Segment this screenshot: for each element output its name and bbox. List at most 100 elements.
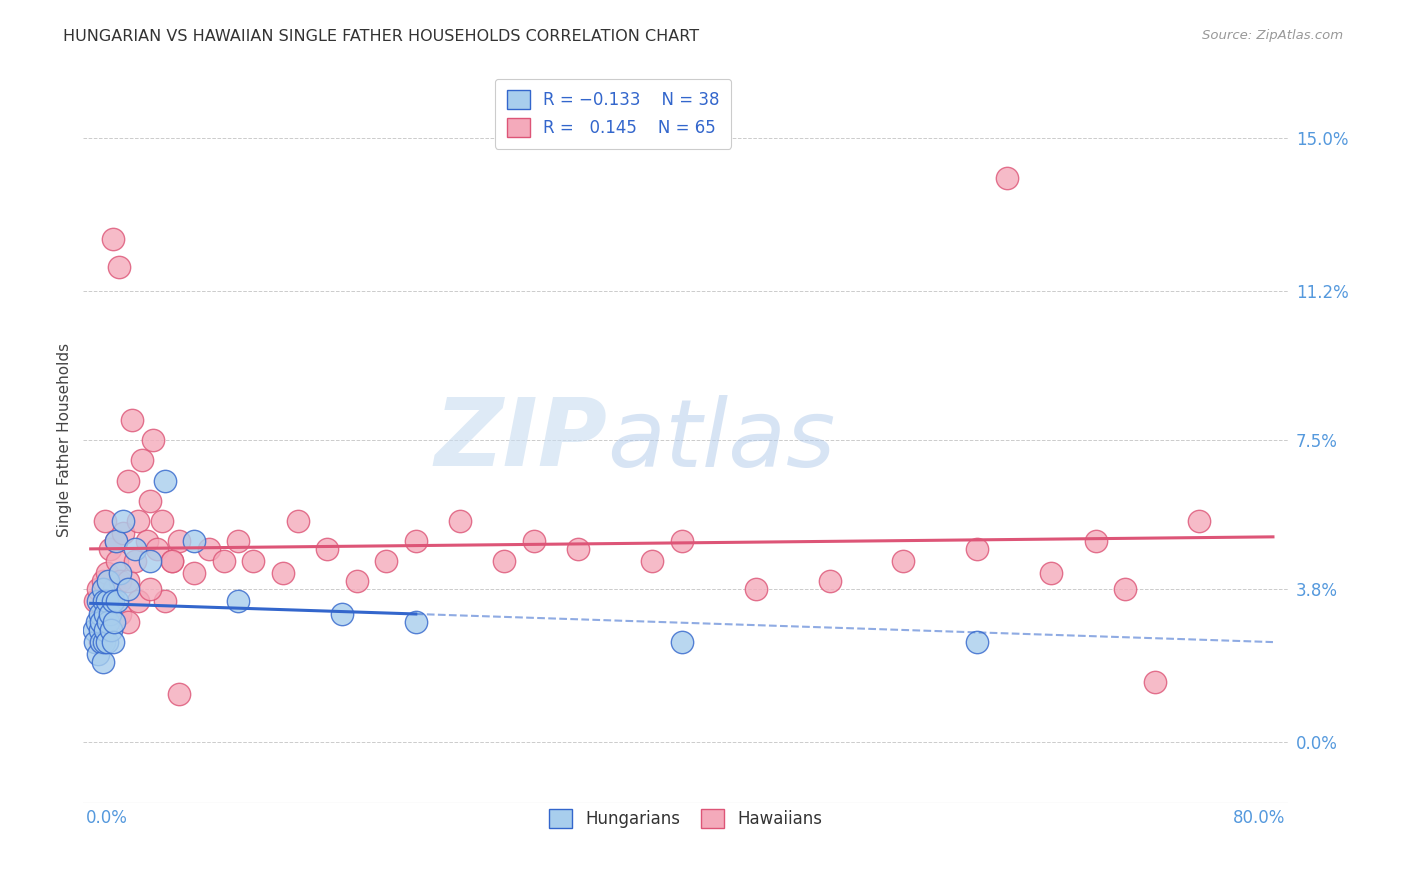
Point	[449, 514, 471, 528]
Point	[146, 542, 169, 557]
Point	[671, 634, 693, 648]
Point	[228, 533, 250, 548]
Point	[90, 634, 112, 648]
Point	[97, 615, 120, 629]
Point	[271, 566, 294, 581]
Point	[98, 607, 121, 621]
Text: HUNGARIAN VS HAWAIIAN SINGLE FATHER HOUSEHOLDS CORRELATION CHART: HUNGARIAN VS HAWAIIAN SINGLE FATHER HOUS…	[63, 29, 699, 44]
Point	[97, 574, 120, 589]
Point	[105, 554, 128, 568]
Point	[124, 542, 146, 557]
Point	[150, 514, 173, 528]
Point	[242, 554, 264, 568]
Point	[316, 542, 339, 557]
Point	[110, 574, 132, 589]
Point	[84, 594, 107, 608]
Point	[117, 474, 139, 488]
Point	[346, 574, 368, 589]
Point	[117, 582, 139, 597]
Point	[87, 582, 110, 597]
Point	[93, 607, 115, 621]
Point	[139, 493, 162, 508]
Point	[330, 607, 353, 621]
Point	[131, 453, 153, 467]
Point	[117, 574, 139, 589]
Point	[89, 607, 111, 621]
Point	[86, 615, 108, 629]
Point	[104, 533, 127, 548]
Point	[142, 433, 165, 447]
Point	[91, 582, 114, 597]
Point	[287, 514, 309, 528]
Point	[127, 594, 149, 608]
Point	[121, 413, 143, 427]
Point	[671, 533, 693, 548]
Point	[89, 623, 111, 637]
Text: 80.0%: 80.0%	[1233, 809, 1285, 827]
Point	[169, 687, 191, 701]
Point	[110, 566, 132, 581]
Point	[105, 594, 128, 608]
Point	[94, 594, 117, 608]
Point	[93, 634, 115, 648]
Point	[139, 582, 162, 597]
Point	[139, 554, 162, 568]
Point	[127, 514, 149, 528]
Y-axis label: Single Father Households: Single Father Households	[58, 343, 72, 537]
Point	[641, 554, 664, 568]
Point	[96, 594, 118, 608]
Point	[96, 634, 118, 648]
Point	[228, 594, 250, 608]
Point	[91, 655, 114, 669]
Point	[91, 574, 114, 589]
Point	[90, 615, 112, 629]
Point	[87, 594, 110, 608]
Point	[153, 594, 176, 608]
Point	[135, 533, 157, 548]
Point	[375, 554, 398, 568]
Point	[966, 634, 988, 648]
Point	[183, 566, 205, 581]
Point	[84, 634, 107, 648]
Point	[94, 514, 117, 528]
Point	[93, 594, 115, 608]
Point	[198, 542, 221, 557]
Text: atlas: atlas	[607, 394, 835, 486]
Point	[567, 542, 589, 557]
Point	[212, 554, 235, 568]
Point	[966, 542, 988, 557]
Point	[110, 607, 132, 621]
Point	[101, 634, 124, 648]
Point	[98, 542, 121, 557]
Point	[818, 574, 841, 589]
Point	[405, 615, 427, 629]
Point	[104, 533, 127, 548]
Text: 0.0%: 0.0%	[86, 809, 128, 827]
Point	[107, 260, 129, 274]
Point	[89, 634, 111, 648]
Point	[124, 554, 146, 568]
Point	[183, 533, 205, 548]
Point	[112, 514, 135, 528]
Point	[97, 615, 120, 629]
Point	[100, 594, 122, 608]
Point	[1084, 533, 1107, 548]
Point	[744, 582, 766, 597]
Point	[101, 232, 124, 246]
Text: ZIP: ZIP	[434, 394, 607, 486]
Point	[1040, 566, 1063, 581]
Point	[94, 623, 117, 637]
Point	[87, 647, 110, 661]
Point	[523, 533, 546, 548]
Point	[96, 566, 118, 581]
Point	[101, 594, 124, 608]
Point	[160, 554, 183, 568]
Point	[160, 554, 183, 568]
Point	[1143, 675, 1166, 690]
Point	[103, 582, 125, 597]
Point	[100, 623, 122, 637]
Text: Source: ZipAtlas.com: Source: ZipAtlas.com	[1202, 29, 1343, 42]
Point	[169, 533, 191, 548]
Point	[103, 615, 125, 629]
Point	[995, 171, 1018, 186]
